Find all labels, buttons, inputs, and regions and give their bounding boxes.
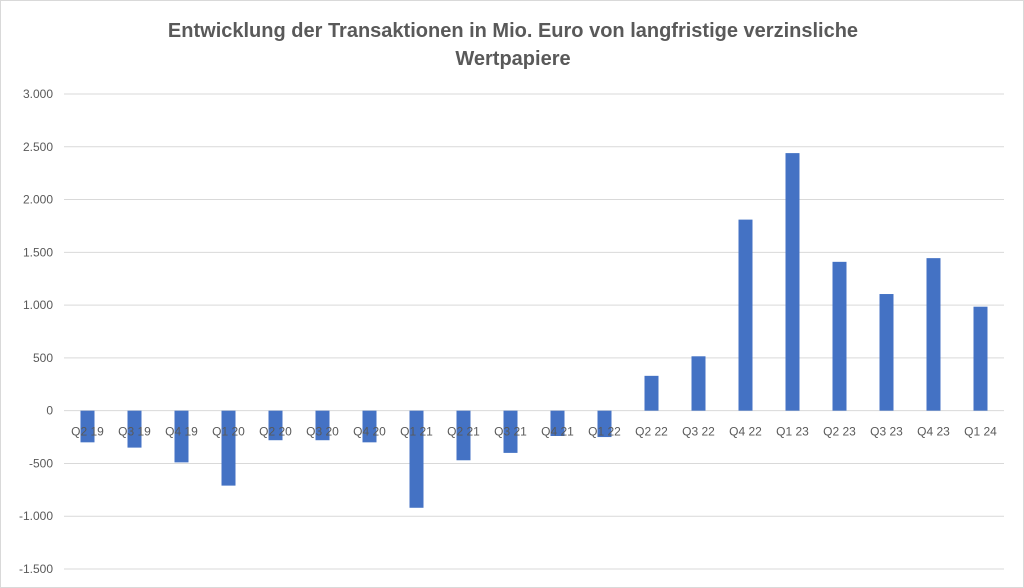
- y-tick-label: -1.500: [19, 562, 53, 576]
- bar: [879, 294, 894, 411]
- bar: [550, 410, 565, 436]
- x-tick-label: Q4 21: [541, 425, 574, 439]
- bar: [691, 356, 706, 411]
- bar: [174, 410, 189, 463]
- bar: [362, 410, 377, 443]
- bar: [456, 410, 471, 461]
- bar: [644, 375, 659, 411]
- x-tick-label: Q1 20: [212, 425, 245, 439]
- x-tick-label: Q4 19: [165, 425, 198, 439]
- x-tick-label: Q4 23: [917, 425, 950, 439]
- bar: [738, 219, 753, 411]
- bar: [597, 410, 612, 438]
- x-tick-label: Q4 22: [729, 425, 762, 439]
- bar: [409, 410, 424, 508]
- x-tick-label: Q3 21: [494, 425, 527, 439]
- bar: [973, 306, 988, 411]
- bars: [80, 153, 988, 508]
- y-tick-label: 0: [46, 404, 53, 418]
- x-tick-label: Q1 24: [964, 425, 997, 439]
- bar: [80, 410, 95, 443]
- y-tick-label: -1.000: [19, 509, 53, 523]
- bar: [503, 410, 518, 453]
- x-tick-label: Q4 20: [353, 425, 386, 439]
- x-tick-label: Q3 20: [306, 425, 339, 439]
- bar: [127, 410, 142, 448]
- y-tick-label: 2.500: [23, 140, 53, 154]
- y-tick-label: -500: [29, 456, 53, 470]
- chart-title-line-2: Wertpapiere: [455, 48, 571, 70]
- x-tick-label: Q2 22: [635, 425, 668, 439]
- y-tick-label: 3.000: [23, 87, 53, 101]
- y-tick-label: 500: [33, 351, 53, 365]
- y-tick-label: 1.000: [23, 298, 53, 312]
- x-axis-tick-labels: Q2 19 Q3 19 Q4 19 Q1 20 Q2 20 Q3 20 Q4 20 Q1 21…: [71, 425, 997, 439]
- bar: [315, 410, 330, 441]
- y-axis-tick-labels: -1.500 -1.000 -500 0 500 1.000 1.500 2.000 2.500…: [19, 87, 53, 576]
- y-tick-label: 1.500: [23, 245, 53, 259]
- x-tick-label: Q1 22: [588, 425, 621, 439]
- x-tick-label: Q3 22: [682, 425, 715, 439]
- x-tick-label: Q2 21: [447, 425, 480, 439]
- bar: [785, 153, 800, 411]
- chart-title-line-1: Entwicklung der Transaktionen in Mio. Eu…: [167, 20, 859, 42]
- x-tick-label: Q2 19: [71, 425, 104, 439]
- bar: [926, 258, 941, 411]
- x-tick-label: Q3 19: [118, 425, 151, 439]
- bar: [221, 410, 236, 486]
- x-tick-label: Q1 21: [400, 425, 433, 439]
- x-tick-label: Q1 23: [776, 425, 809, 439]
- gridlines: [64, 93, 1004, 570]
- x-tick-label: Q2 20: [259, 425, 292, 439]
- y-tick-label: 2.000: [23, 193, 53, 207]
- bar: [268, 410, 283, 441]
- bar: [832, 261, 847, 411]
- chart-title: Entwicklung der Transaktionen in Mio. Eu…: [1, 17, 1024, 73]
- x-tick-label: Q3 23: [870, 425, 903, 439]
- x-tick-label: Q2 23: [823, 425, 856, 439]
